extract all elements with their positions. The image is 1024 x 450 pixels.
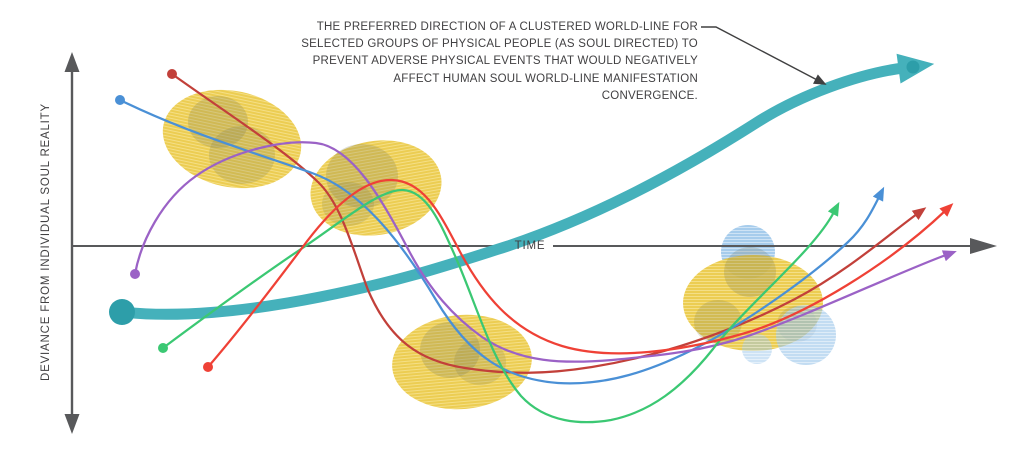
- x-axis-right-arrow-icon: [970, 238, 997, 254]
- y-axis: [64, 52, 80, 434]
- preferred-line-end-dot: [906, 60, 920, 74]
- annotation-leader-line: [701, 26, 827, 85]
- red-start-dot: [203, 362, 213, 372]
- soul-line-purple: [133, 141, 957, 363]
- dark-red-start-dot: [167, 69, 177, 79]
- preferred-line-start-dot: [109, 299, 135, 325]
- annotation-line: SELECTED GROUPS OF PHYSICAL PEOPLE (AS S…: [301, 38, 698, 51]
- x-axis: [72, 238, 997, 254]
- cluster-2: [310, 140, 442, 236]
- x-axis-label: TIME: [514, 240, 546, 252]
- y-axis-up-arrow-icon: [64, 52, 80, 72]
- annotation-line: THE PREFERRED DIRECTION OF A CLUSTERED W…: [316, 21, 698, 33]
- preferred-world-line: [116, 53, 935, 320]
- cluster-3-inner-a: [420, 322, 480, 378]
- annotation-line: AFFECT HUMAN SOUL WORLD-LINE MANIFESTATI…: [393, 72, 698, 85]
- cluster-1-inner-b: [209, 126, 275, 184]
- cluster-2-inner-b: [322, 182, 374, 226]
- cluster-2-inner-a: [326, 144, 398, 208]
- annotation-text: THE PREFERRED DIRECTION OF A CLUSTERED W…: [278, 19, 698, 105]
- cluster-4-inner-b: [694, 300, 742, 344]
- soul-circle-bottom: [742, 334, 772, 364]
- green-start-dot: [158, 343, 168, 353]
- cluster-3: [392, 314, 532, 410]
- soul-line-red: [207, 178, 954, 368]
- blue-start-dot: [115, 95, 125, 105]
- soul-line-blue: [119, 98, 885, 385]
- y-axis-down-arrow-icon: [64, 414, 80, 434]
- cluster-4-inner-a: [724, 247, 776, 297]
- y-axis-label: DEVIANCE FROM INDIVIDUAL SOUL REALITY: [40, 103, 52, 381]
- annotation-line: PREVENT ADVERSE PHYSICAL EVENTS THAT WOU…: [312, 55, 698, 68]
- purple-start-dot: [130, 269, 140, 279]
- soul-line-dark-red: [171, 73, 927, 374]
- annotation-line: CONVERGENCE.: [601, 89, 698, 102]
